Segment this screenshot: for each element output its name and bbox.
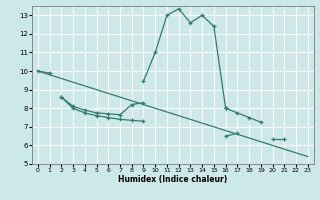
X-axis label: Humidex (Indice chaleur): Humidex (Indice chaleur) — [118, 175, 228, 184]
